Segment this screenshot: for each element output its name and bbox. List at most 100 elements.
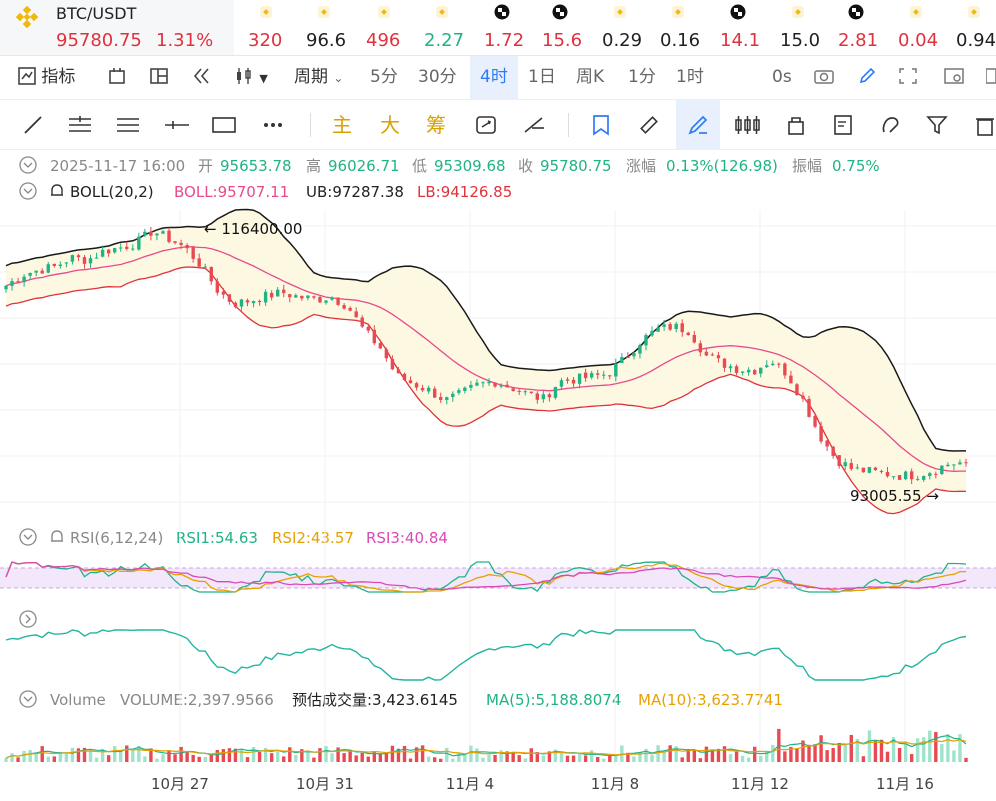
layout-icon[interactable] bbox=[150, 56, 168, 100]
bell-icon[interactable] bbox=[48, 526, 66, 550]
volume-name[interactable]: Volume bbox=[50, 691, 106, 709]
volume-ma10-line bbox=[5, 739, 967, 759]
trash-icon[interactable] bbox=[974, 100, 996, 150]
interval-30m[interactable]: 30分 bbox=[418, 67, 457, 87]
candle-body bbox=[227, 294, 232, 302]
rectangle-icon[interactable] bbox=[212, 100, 236, 150]
ticker-item[interactable]: 96.6 bbox=[306, 0, 350, 55]
ticker-item[interactable]: 15.0 bbox=[780, 0, 824, 55]
volume-bar bbox=[704, 746, 709, 762]
volume-bar bbox=[318, 748, 322, 762]
big-order-button[interactable]: 大 bbox=[380, 113, 400, 137]
ticker-item[interactable]: 1.72 bbox=[484, 0, 528, 55]
volume-bar bbox=[16, 757, 20, 762]
volume-bar bbox=[614, 755, 618, 762]
candle-body bbox=[728, 366, 733, 369]
add-chart-icon[interactable] bbox=[898, 56, 918, 100]
candles-icon[interactable] bbox=[734, 100, 762, 150]
volume-bar bbox=[662, 752, 666, 762]
volume-bar bbox=[475, 748, 479, 762]
ticker-item[interactable]: 0.16 bbox=[660, 0, 704, 55]
close-value: 95780.75 bbox=[540, 157, 612, 175]
bookmark-icon[interactable] bbox=[590, 100, 612, 150]
template-icon[interactable] bbox=[108, 56, 126, 100]
volume-bar bbox=[426, 756, 431, 762]
candle-body bbox=[40, 270, 44, 274]
interval-5m[interactable]: 5分 bbox=[370, 67, 398, 87]
ruler-icon[interactable] bbox=[638, 100, 660, 150]
volume-bar bbox=[22, 750, 26, 762]
interval-1m[interactable]: 1分 bbox=[628, 67, 656, 87]
brush-icon[interactable] bbox=[676, 100, 720, 150]
volume-bar bbox=[149, 748, 153, 762]
candle-body bbox=[275, 289, 280, 297]
parallel-channel-icon[interactable] bbox=[116, 100, 140, 150]
bell-icon[interactable] bbox=[48, 180, 66, 204]
ticker-item[interactable]: 496 bbox=[366, 0, 410, 55]
period-dropdown[interactable]: 周期 ⌄ bbox=[294, 56, 343, 100]
main-chart-button[interactable]: 主 bbox=[332, 113, 352, 137]
ticker-item[interactable]: 320 bbox=[248, 0, 292, 55]
collapse-icon[interactable] bbox=[18, 154, 38, 178]
boll-name[interactable]: BOLL(20,2) bbox=[70, 183, 154, 201]
volume-bar bbox=[34, 752, 38, 762]
volume-ma10: MA(10):3,623.7741 bbox=[638, 691, 783, 709]
candle-body bbox=[638, 345, 642, 354]
candle-body bbox=[420, 387, 425, 391]
volume-bar bbox=[390, 745, 395, 762]
chip-distribution-button[interactable]: 筹 bbox=[426, 113, 446, 137]
volume-bar bbox=[143, 756, 147, 762]
pane-toggle bbox=[0, 608, 40, 632]
horizontal-lines-icon[interactable] bbox=[68, 100, 92, 150]
interval-1h[interactable]: 1时 bbox=[676, 67, 704, 87]
pencil-icon[interactable] bbox=[858, 56, 876, 100]
ticker-item[interactable]: 0.94 bbox=[956, 0, 996, 55]
sync-icon[interactable] bbox=[474, 100, 498, 150]
expand-icon[interactable] bbox=[18, 608, 38, 632]
candle-body bbox=[946, 464, 950, 467]
ticker-item[interactable]: 0.04 bbox=[898, 0, 942, 55]
horizontal-ray-icon[interactable] bbox=[164, 100, 190, 150]
candle-body bbox=[481, 382, 485, 384]
chart-type-dropdown[interactable]: ▼ bbox=[234, 56, 268, 100]
candle-body bbox=[722, 358, 727, 368]
candle-body bbox=[861, 467, 866, 473]
ticker-item[interactable]: 14.1 bbox=[720, 0, 764, 55]
replay-icon[interactable] bbox=[192, 56, 212, 100]
candle-body bbox=[620, 357, 624, 364]
compare-icon[interactable] bbox=[522, 100, 546, 150]
ticker-value: 0.29 bbox=[602, 30, 643, 51]
volume-bar bbox=[76, 748, 81, 762]
interval-week[interactable]: 周K bbox=[576, 67, 605, 87]
ticker-item[interactable]: 0.29 bbox=[602, 0, 646, 55]
volume-bar bbox=[88, 749, 93, 762]
indicators-button[interactable]: 指标 bbox=[18, 56, 75, 100]
note-icon[interactable] bbox=[832, 100, 854, 150]
ticker-item[interactable]: 2.27 bbox=[424, 0, 468, 55]
candle-body bbox=[692, 334, 697, 343]
ticker-item[interactable]: 2.81 bbox=[838, 0, 882, 55]
collapse-icon[interactable] bbox=[18, 526, 38, 550]
binance-logo-icon bbox=[16, 6, 38, 28]
candle-body bbox=[173, 241, 177, 243]
ticker-item[interactable]: 15.6 bbox=[542, 0, 586, 55]
volume-bar bbox=[167, 750, 171, 762]
candle-body bbox=[294, 295, 298, 298]
volume-bar bbox=[559, 751, 564, 762]
interval-4h[interactable]: 4时 bbox=[470, 56, 518, 100]
collapse-icon[interactable] bbox=[18, 180, 38, 204]
trend-line-icon[interactable] bbox=[22, 100, 44, 150]
more-tools-icon[interactable] bbox=[262, 100, 284, 150]
interval-1d[interactable]: 1日 bbox=[528, 67, 556, 87]
more-icon[interactable] bbox=[985, 56, 996, 100]
lock-icon[interactable] bbox=[786, 100, 806, 150]
pair-selector[interactable]: BTC/USDT 95780.75 1.31% bbox=[0, 0, 234, 55]
collapse-icon[interactable] bbox=[18, 688, 38, 712]
candle-body bbox=[934, 473, 938, 475]
settings-panel-icon[interactable] bbox=[944, 56, 964, 100]
rsi-name[interactable]: RSI(6,12,24) bbox=[70, 529, 164, 547]
magnet-icon[interactable] bbox=[880, 100, 902, 150]
volume-bar bbox=[813, 744, 817, 762]
filter-icon[interactable] bbox=[926, 100, 948, 150]
camera-icon[interactable] bbox=[814, 56, 834, 100]
